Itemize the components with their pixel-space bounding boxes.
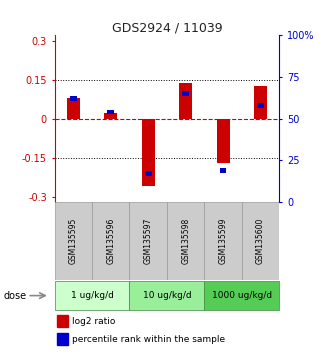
Text: percentile rank within the sample: percentile rank within the sample	[73, 335, 226, 344]
Text: dose: dose	[3, 291, 26, 301]
Bar	[104, 113, 117, 119]
Bar	[257, 103, 264, 108]
FancyBboxPatch shape	[55, 202, 92, 280]
Title: GDS2924 / 11039: GDS2924 / 11039	[112, 21, 222, 34]
FancyBboxPatch shape	[204, 202, 242, 280]
FancyBboxPatch shape	[204, 281, 279, 310]
Bar	[217, 119, 230, 163]
FancyBboxPatch shape	[92, 202, 129, 280]
Bar	[70, 96, 77, 101]
Bar	[67, 98, 80, 119]
Text: GSM135595: GSM135595	[69, 217, 78, 264]
Bar	[179, 84, 192, 119]
Text: 10 ug/kg/d: 10 ug/kg/d	[143, 291, 191, 300]
Bar	[220, 168, 226, 172]
FancyBboxPatch shape	[167, 202, 204, 280]
Bar	[57, 333, 68, 345]
Bar	[57, 315, 68, 327]
Text: 1000 ug/kg/d: 1000 ug/kg/d	[212, 291, 272, 300]
FancyBboxPatch shape	[55, 281, 129, 310]
Text: GSM135597: GSM135597	[144, 217, 153, 264]
Bar	[142, 119, 155, 186]
Bar	[182, 91, 189, 96]
FancyBboxPatch shape	[129, 281, 204, 310]
Text: GSM135600: GSM135600	[256, 217, 265, 264]
FancyBboxPatch shape	[242, 202, 279, 280]
Text: GSM135599: GSM135599	[219, 217, 228, 264]
Bar	[107, 110, 114, 114]
Bar	[254, 86, 267, 119]
Bar	[145, 171, 152, 176]
Text: log2 ratio: log2 ratio	[73, 317, 116, 326]
Text: 1 ug/kg/d: 1 ug/kg/d	[71, 291, 113, 300]
Text: GSM135598: GSM135598	[181, 218, 190, 264]
Text: GSM135596: GSM135596	[106, 217, 115, 264]
FancyBboxPatch shape	[129, 202, 167, 280]
